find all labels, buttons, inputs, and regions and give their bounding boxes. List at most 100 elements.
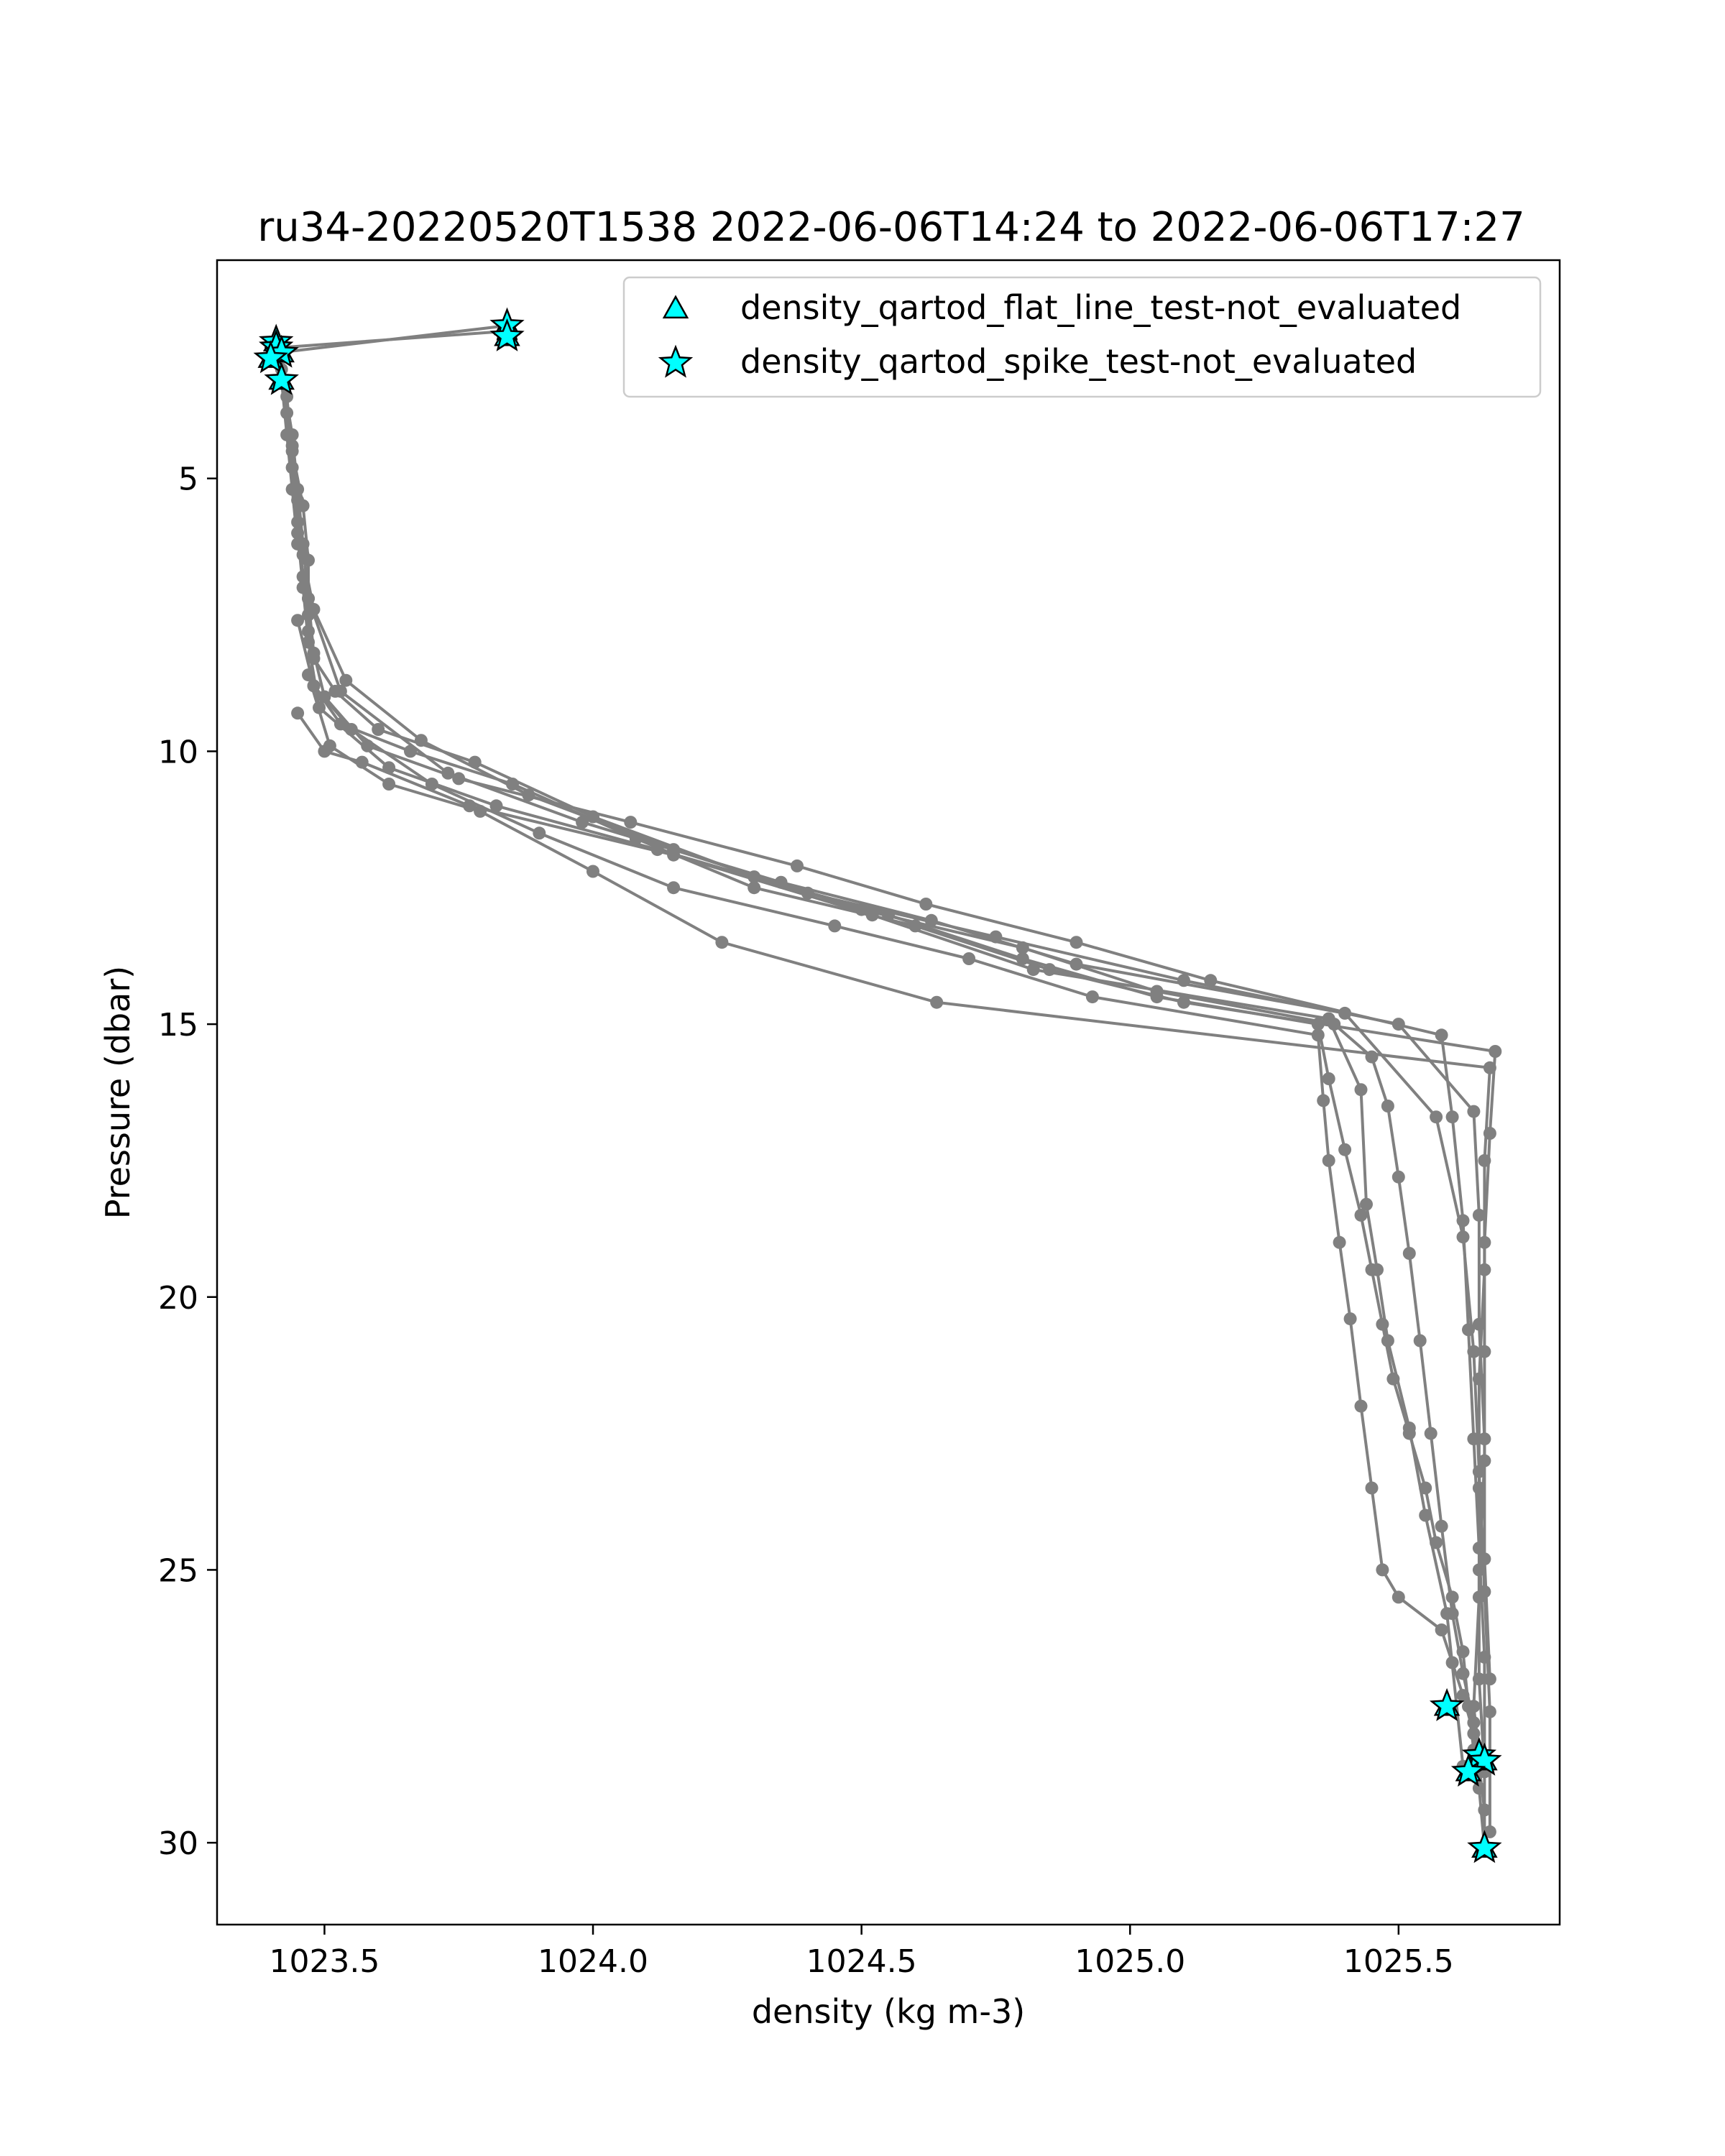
data-point [318,690,331,704]
data-point [1381,1100,1394,1112]
profile-line [296,533,1491,1680]
data-point [1177,974,1190,987]
spike-flag-marker [253,340,288,374]
data-point [489,799,503,813]
data-point [1381,1334,1394,1348]
data-point [1333,1235,1346,1249]
profile-series-7 [291,614,1502,1855]
data-point [1489,1045,1502,1058]
profile-series-8 [302,668,1496,1762]
y-axis-label: Pressure (dbar) [98,966,137,1219]
data-point [318,745,331,758]
data-point [629,831,643,845]
data-point [865,908,879,922]
profile-series-1 [275,324,1491,1855]
x-tick-label: 1025.0 [1075,1943,1185,1980]
data-point [1070,957,1083,971]
data-point [372,723,385,736]
profile-line [275,341,1491,1832]
spike-flag-marker [1467,1830,1502,1864]
data-point [1392,1170,1405,1184]
data-point [1371,1263,1384,1276]
axes-frame [216,259,1561,1926]
data-point [1360,1197,1373,1211]
data-point [1445,1590,1459,1604]
data-point [1483,1061,1496,1074]
data-point [404,745,417,758]
data-point [1354,1399,1368,1413]
data-point [1472,1372,1486,1386]
profile-series-2 [270,319,1491,1817]
data-point [667,881,681,895]
data-point [1472,1590,1486,1604]
x-axis: 1023.5 1024.0 1024.5 1025.0 1025.5 [269,1925,1454,1980]
data-point [1435,1519,1448,1533]
data-point [624,816,638,829]
data-point [291,614,305,627]
y-tick-label: 25 [158,1552,198,1589]
data-point [1435,1028,1448,1042]
data-point [586,865,599,878]
data-point [1430,1110,1443,1124]
data-point [1026,963,1040,977]
data-point [1177,995,1190,1009]
profile-line [296,712,1465,1767]
data-point [1317,1094,1330,1107]
data-point [1467,1345,1481,1358]
data-point [791,859,804,872]
data-point [989,930,1003,944]
data-point [715,936,729,949]
data-point [441,766,455,780]
x-axis-label: density (kg m-3) [752,1992,1025,2031]
plot-area [253,307,1502,1864]
data-point [1440,1607,1454,1621]
data-point [1070,936,1083,949]
data-point [291,706,305,720]
data-point [533,826,546,840]
spike-flag-marker [1429,1687,1465,1721]
data-point [1467,1700,1481,1713]
data-point [1483,1705,1496,1718]
data-point [748,881,761,895]
profile-series-4 [285,439,1491,1773]
data-point [1483,1672,1496,1686]
data-point [1322,1153,1335,1167]
data-point [1478,1263,1491,1276]
data-point [291,526,305,540]
data-point [930,995,944,1009]
data-point [919,898,933,911]
profile-line [307,674,1491,1756]
y-tick-label: 10 [158,734,198,770]
data-point [414,734,428,747]
y-tick-label: 5 [178,461,198,498]
data-point [382,778,396,791]
flagged-points [253,307,1502,1864]
legend-star-marker-icon [658,344,694,378]
data-point [1392,1590,1405,1604]
data-point [355,755,369,769]
data-point [339,673,353,687]
legend: density_qartod_flat_line_test-not_evalua… [622,276,1542,398]
data-point [828,919,842,933]
data-point [285,482,299,496]
data-point [1435,1623,1448,1636]
data-point [1483,1825,1496,1838]
legend-entry-flat-line: density_qartod_flat_line_test-not_evalua… [740,288,1461,327]
profile-line [280,369,1486,1761]
data-point [1338,1143,1352,1156]
data-point [1322,1012,1335,1026]
spike-flag-marker [264,361,299,395]
data-point [334,717,347,731]
data-point [463,799,477,813]
legend-triangle-marker-icon [662,295,689,319]
data-point [1204,974,1218,987]
data-point [334,684,347,698]
x-tick-label: 1024.5 [806,1943,917,1980]
profile-series-6 [291,526,1496,1686]
y-tick-label: 15 [158,1007,198,1044]
y-tick-label: 20 [158,1280,198,1317]
data-point [1354,1083,1368,1097]
x-tick-label: 1024.0 [538,1943,648,1980]
x-tick-label: 1025.5 [1343,1943,1454,1980]
